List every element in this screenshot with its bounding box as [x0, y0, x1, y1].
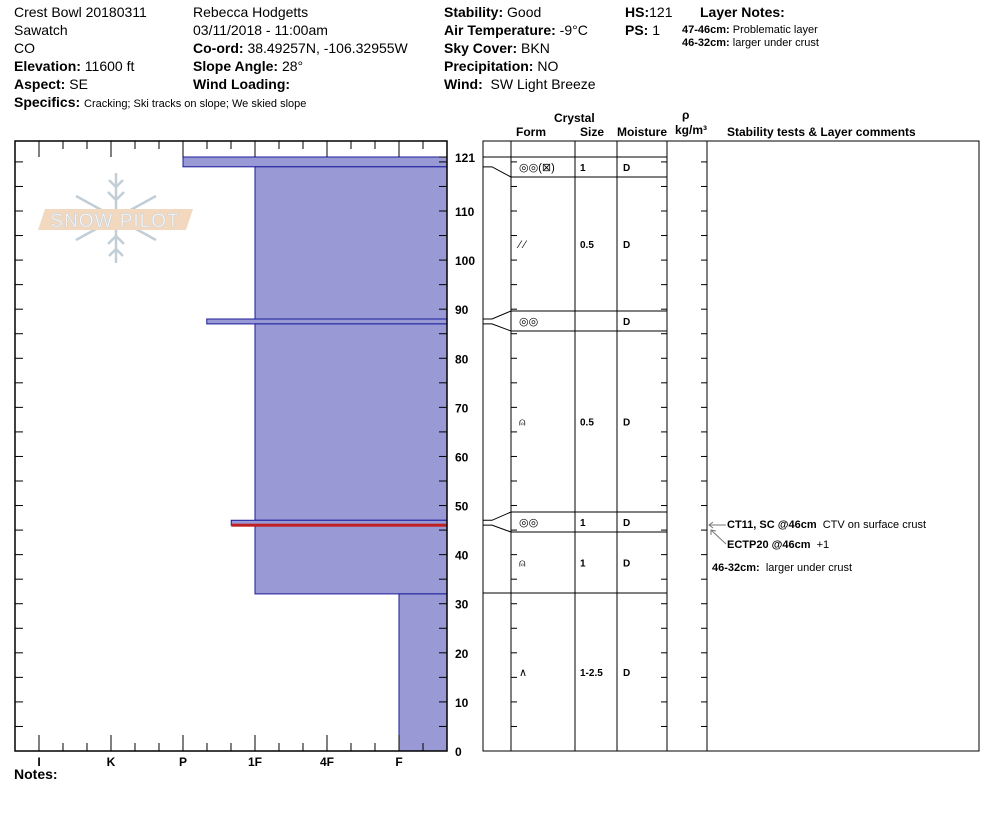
col-density: kg/m³ [675, 123, 708, 137]
state: CO [14, 40, 35, 56]
col-moisture: Moisture [617, 125, 668, 139]
crystal-size: 1 [580, 518, 586, 529]
air-temp: Air Temperature: -9°C [444, 22, 588, 38]
moisture: D [623, 163, 630, 174]
y-tick-label: 50 [455, 500, 469, 514]
hardness-layer [206, 318, 448, 325]
specifics: Specifics: Cracking; Ski tracks on slope… [14, 94, 307, 110]
x-tick-label: 1F [248, 755, 262, 769]
x-tick-label: I [37, 755, 40, 769]
y-tick-label: 60 [455, 450, 469, 464]
crystal-size: 1 [580, 163, 586, 174]
moisture: D [623, 418, 630, 429]
y-tick-label: 40 [455, 549, 469, 563]
col-rho: ρ [682, 108, 690, 122]
col-comments: Stability tests & Layer comments [727, 125, 916, 139]
slope-angle: Slope Angle: 28° [193, 58, 304, 74]
crystal-form-icon: ⍝ [519, 417, 526, 429]
moisture: D [623, 317, 630, 328]
y-tick-label: 20 [455, 647, 469, 661]
hardness-layer [254, 166, 448, 320]
arrow-icon [710, 529, 727, 545]
crystal-size: 1 [580, 559, 586, 570]
crystal-form-icon: ◎◎(⊠) [519, 162, 555, 174]
stability-test-comment: 46-32cm: larger under crust [712, 562, 852, 574]
crystal-size: 0.5 [580, 240, 594, 251]
crystal-size: 0.5 [580, 418, 594, 429]
range: Sawatch [14, 22, 68, 38]
hardness-layer [182, 156, 448, 168]
wind-loading: Wind Loading: [193, 76, 291, 92]
crystal-form-icon: ◎◎ [519, 316, 538, 328]
x-tick-label: F [395, 755, 402, 769]
notes-label: Notes: [14, 766, 58, 782]
aspect: Aspect: SE [14, 76, 88, 92]
crystal-form-icon: ∧ [519, 667, 527, 679]
elevation: Elevation: 11600 ft [14, 58, 135, 74]
crystal-form-icon: ⍝ [519, 558, 526, 570]
precipitation: Precipitation: NO [444, 58, 559, 74]
y-tick-label: 10 [455, 696, 469, 710]
col-form: Form [516, 125, 546, 139]
arrow-icon [708, 521, 726, 529]
comment-text: +1 [816, 539, 830, 551]
logo-text: SNOW PILOT [50, 211, 179, 232]
stability-test-comment: CT11, SC @46cm CTV on surface crust [727, 519, 926, 531]
ps: PS: 1 [625, 22, 661, 38]
crystal-size: 1-2.5 [580, 668, 603, 679]
datetime: 03/11/2018 - 11:00am [193, 22, 328, 38]
observer: Rebecca Hodgetts [193, 4, 309, 20]
hardness-layer [254, 323, 448, 521]
depth-connector [483, 524, 512, 533]
comment-text: CTV on surface crust [822, 519, 927, 531]
y-tick-label: 90 [455, 303, 469, 317]
hs: HS:121 [625, 4, 673, 20]
moisture: D [623, 668, 630, 679]
moisture: D [623, 240, 630, 251]
snowpilot-logo: SNOW PILOT [38, 173, 193, 263]
x-tick-label: 4F [320, 755, 334, 769]
depth-connector [483, 166, 512, 178]
layer-note: 47-46cm: Problematic layer [682, 24, 818, 36]
depth-connector [483, 323, 512, 332]
depth-connector [483, 511, 512, 521]
weak-layer-line [231, 523, 447, 527]
y-tick-label: 0 [455, 745, 462, 759]
table-frame [482, 140, 980, 752]
y-tick-label: 30 [455, 598, 469, 612]
layer-note: 46-32cm: larger under crust [682, 37, 819, 49]
col-size: Size [580, 125, 605, 139]
y-tick-label: 80 [455, 352, 469, 366]
comment-bold: 46-32cm: [712, 562, 760, 574]
layer-notes-title: Layer Notes: [700, 4, 785, 20]
comment-text: larger under crust [765, 562, 853, 574]
y-tick-label: 100 [455, 254, 475, 268]
col-crystal: Crystal [554, 111, 595, 125]
x-tick-label: P [179, 755, 187, 769]
stability-test-comment: ECTP20 @46cm +1 [727, 539, 829, 551]
crystal-form-icon: ◎◎ [519, 517, 538, 529]
coord: Co-ord: 38.49257N, -106.32955W [193, 40, 408, 56]
y-tick-label: 121 [455, 151, 475, 165]
depth-connector [483, 310, 512, 320]
x-tick-label: K [107, 755, 116, 769]
hardness-layer [254, 524, 448, 595]
moisture: D [623, 518, 630, 529]
moisture: D [623, 559, 630, 570]
y-tick-label: 70 [455, 401, 469, 415]
crystal-form-icon: ⁄ ⁄ [516, 239, 528, 251]
comment-bold: ECTP20 @46cm [727, 539, 811, 551]
wind: Wind: SW Light Breeze [444, 76, 596, 92]
y-tick-label: 110 [455, 205, 475, 219]
sky-cover: Sky Cover: BKN [444, 40, 550, 56]
hardness-layer [398, 593, 448, 752]
comment-bold: CT11, SC @46cm [727, 519, 817, 531]
stability: Stability: Good [444, 4, 542, 20]
site-name: Crest Bowl 20180311 [14, 4, 147, 20]
